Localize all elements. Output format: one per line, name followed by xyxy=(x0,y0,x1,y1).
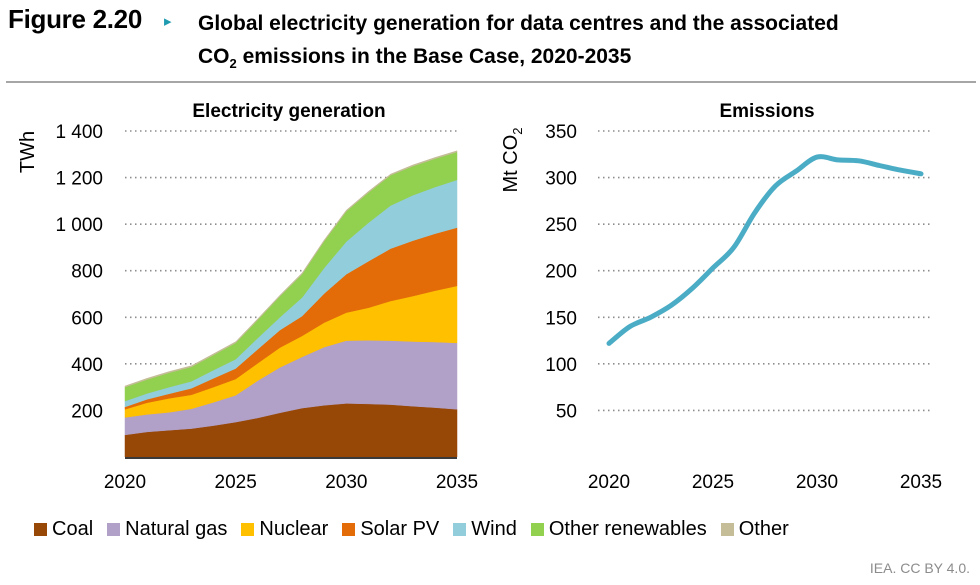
left-y-tick-label: 1 400 xyxy=(55,122,103,143)
legend-swatch xyxy=(241,523,255,536)
legend-swatch xyxy=(107,523,121,536)
right-x-tick-labels: 2020 2025 2030 2035 xyxy=(588,472,942,493)
left-area-series xyxy=(124,150,458,459)
right-gridlines xyxy=(598,130,930,412)
credit-text: IEA. CC BY 4.0. xyxy=(869,560,970,576)
right-y-tick-label: 150 xyxy=(545,308,577,329)
right-y-tick-label: 200 xyxy=(545,262,577,283)
left-chart-title: Electricity generation xyxy=(192,101,385,122)
legend-label: Natural gas xyxy=(125,518,228,540)
left-y-tick-label: 400 xyxy=(71,355,103,376)
left-x-tick-label: 2035 xyxy=(436,472,478,493)
legend-item-solar-pv: Solar PV xyxy=(342,518,439,541)
right-y-tick-label: 350 xyxy=(545,122,577,143)
legend-item-wind: Wind xyxy=(453,518,517,541)
legend-item-coal: Coal xyxy=(34,518,93,541)
legend-item-natural-gas: Natural gas xyxy=(107,518,227,541)
legend-label: Nuclear xyxy=(259,518,329,540)
left-x-tick-label: 2030 xyxy=(325,472,367,493)
figure-title-line-1: Global electricity generation for data c… xyxy=(198,12,839,35)
legend-item-other: Other xyxy=(720,518,789,541)
figure-label: Figure 2.20 xyxy=(8,4,142,34)
legend-item-other-renewables: Other renewables xyxy=(530,518,707,541)
play-arrow-icon: ▸ xyxy=(164,13,172,30)
title-subscript: 2 xyxy=(229,56,237,72)
right-line-series xyxy=(606,154,924,346)
right-y-tick-label: 50 xyxy=(556,401,577,422)
area-other xyxy=(124,150,458,388)
title-co-text: CO xyxy=(198,45,230,68)
legend-swatch xyxy=(34,523,47,536)
figure-title: Global electricity generation for data c… xyxy=(198,7,978,80)
legend-swatch xyxy=(453,523,467,536)
right-y-label-main: Mt CO xyxy=(500,135,522,193)
right-x-tick-label: 2025 xyxy=(692,472,734,493)
left-y-tick-label: 1 000 xyxy=(55,215,103,236)
right-chart-title: Emissions xyxy=(719,101,814,122)
left-x-tick-label: 2025 xyxy=(215,472,257,493)
emissions-chart: Emissions Mt CO2 50 100 150 200 250 300 350 20… xyxy=(500,101,942,493)
left-y-tick-label: 600 xyxy=(71,308,103,329)
legend-swatch xyxy=(530,523,544,536)
legend-label: Other xyxy=(738,518,789,540)
figure-header: Figure 2.20 ▸ Global electricity generat… xyxy=(0,0,980,84)
right-y-tick-labels: 50 100 150 200 250 300 350 xyxy=(545,122,577,422)
legend-item-nuclear: Nuclear xyxy=(241,518,328,541)
chart-legend: Coal Natural gas Nuclear Solar PV Wind Other … xyxy=(34,518,803,541)
right-y-label-sub: 2 xyxy=(510,127,525,134)
figure-title-line-2: CO2 emissions in the Base Case, 2020-203… xyxy=(198,40,978,80)
header-divider xyxy=(6,81,976,83)
legend-swatch xyxy=(342,523,356,536)
legend-label: Solar PV xyxy=(360,518,440,540)
right-x-tick-label: 2030 xyxy=(796,472,838,493)
left-y-tick-label: 200 xyxy=(71,401,103,422)
right-y-tick-label: 250 xyxy=(545,215,577,236)
right-y-tick-label: 100 xyxy=(545,355,577,376)
legend-label: Coal xyxy=(52,518,94,540)
left-y-tick-label: 800 xyxy=(71,262,103,283)
right-x-tick-label: 2020 xyxy=(588,472,630,493)
left-x-tick-label: 2020 xyxy=(104,472,146,493)
left-x-tick-labels: 2020 2025 2030 2035 xyxy=(104,472,478,493)
right-y-tick-label: 300 xyxy=(545,169,577,190)
left-y-tick-label: 1 200 xyxy=(55,169,103,190)
legend-label: Other renewables xyxy=(548,518,707,540)
left-y-axis-label: TWh xyxy=(17,131,39,173)
left-y-tick-labels: 200 400 600 800 1 000 1 200 1 400 xyxy=(55,122,103,422)
title-rest-text: emissions in the Base Case, 2020-2035 xyxy=(236,45,632,68)
legend-label: Wind xyxy=(471,518,517,540)
right-x-tick-label: 2035 xyxy=(900,472,942,493)
right-y-axis-label: Mt CO2 xyxy=(500,127,525,192)
legend-swatch xyxy=(720,523,734,536)
electricity-generation-chart: Electricity generation TWh 200 400 600 800 1… xyxy=(17,101,478,493)
emissions-line xyxy=(606,154,924,346)
